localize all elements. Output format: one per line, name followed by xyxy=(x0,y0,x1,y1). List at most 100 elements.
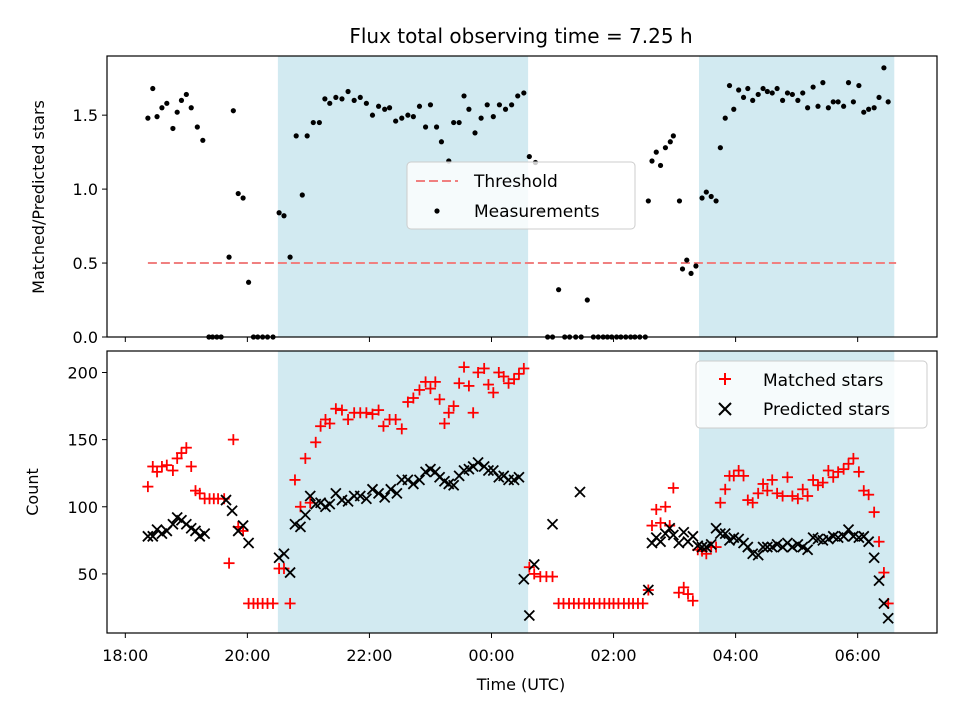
matched-star-point xyxy=(678,581,690,593)
matched-star-point xyxy=(194,487,206,499)
measurement-point xyxy=(653,149,659,155)
measurement-point xyxy=(784,90,791,96)
bottom-x-tick-label: 02:00 xyxy=(590,646,636,665)
measurement-point xyxy=(861,109,867,115)
measurement-point xyxy=(375,103,382,109)
matched-star-point xyxy=(792,493,804,505)
legend-predicted-swatch xyxy=(718,402,732,416)
predicted-star-point xyxy=(385,483,397,495)
bottom-shaded-region-0 xyxy=(277,351,529,633)
matched-star-point xyxy=(151,466,163,478)
matched-star-point xyxy=(482,379,494,391)
measurement-point xyxy=(188,105,194,111)
predicted-star-point xyxy=(673,537,685,549)
matched-star-point xyxy=(390,413,402,425)
matched-star-point xyxy=(175,447,187,459)
predicted-star-point xyxy=(366,483,379,495)
bottom-y-tick-label: 50 xyxy=(78,565,98,584)
bottom-x-ticks: 18:00 20:00 22:00 00:00 02:00 04:00 06:00 xyxy=(102,633,881,665)
predicted-star-point xyxy=(513,471,525,483)
matched-star-point xyxy=(781,471,793,483)
legend-threshold-label: Threshold xyxy=(473,172,558,192)
matched-star-point xyxy=(747,497,759,509)
measurement-point xyxy=(164,100,170,106)
predicted-star-point xyxy=(705,538,717,551)
matched-star-point xyxy=(673,587,685,599)
matched-star-point xyxy=(807,474,819,486)
measurement-point xyxy=(825,105,831,111)
predicted-star-point xyxy=(574,486,586,498)
measurement-point xyxy=(815,103,821,109)
matched-star-point xyxy=(360,407,372,419)
matched-star-point xyxy=(467,407,479,419)
measurement-point xyxy=(845,80,852,86)
bottom-y-tick-label: 200 xyxy=(67,363,98,382)
predicted-star-point xyxy=(304,490,316,502)
measurement-point xyxy=(230,108,236,114)
measurement-point xyxy=(410,114,416,120)
bottom-panel: 50 100 150 200 18:00 20:00 22:00 00:00 02:00 04:… xyxy=(23,350,938,694)
measurement-point xyxy=(736,87,742,93)
predicted-star-point xyxy=(294,521,307,533)
predicted-star-point xyxy=(299,509,311,521)
measurement-point xyxy=(310,119,316,126)
measurement-point xyxy=(478,115,484,121)
matched-stars-points xyxy=(142,361,894,609)
matched-star-point xyxy=(832,466,844,478)
predicted-star-point xyxy=(868,552,880,564)
matched-star-point xyxy=(443,407,455,419)
matched-star-point xyxy=(868,506,880,518)
predicted-star-point xyxy=(761,541,773,553)
top-legend: Threshold Measurements xyxy=(406,161,636,230)
matched-star-point xyxy=(817,477,829,489)
measurement-point xyxy=(515,93,521,99)
measurement-point xyxy=(178,97,185,103)
measurement-point xyxy=(830,99,836,105)
predicted-star-point xyxy=(719,527,731,540)
measurement-point xyxy=(281,213,287,219)
bottom-y-tick-label: 150 xyxy=(67,431,98,450)
predicted-star-point xyxy=(284,566,296,579)
matched-star-point xyxy=(822,465,834,477)
matched-star-point xyxy=(420,376,432,388)
measurement-point xyxy=(240,195,246,201)
measurement-point xyxy=(722,115,728,121)
measurement-point xyxy=(693,263,699,269)
matched-star-point xyxy=(324,418,336,430)
measurement-point xyxy=(293,133,299,139)
predicted-star-point xyxy=(278,548,290,560)
chart-title: Flux total observing time = 7.25 h xyxy=(349,24,692,48)
matched-star-point xyxy=(463,380,475,392)
matched-star-point xyxy=(646,520,658,532)
matched-star-point xyxy=(761,485,773,497)
matched-star-point xyxy=(802,490,814,502)
matched-star-point xyxy=(714,497,726,509)
top-y-tick-label: 1.0 xyxy=(73,180,98,199)
predicted-star-point xyxy=(714,527,726,540)
predicted-star-point xyxy=(391,487,403,499)
predicted-star-point xyxy=(678,526,690,538)
matched-star-point xyxy=(142,481,154,493)
measurement-point xyxy=(159,105,165,111)
measurement-point xyxy=(726,82,733,89)
bottom-legend-box xyxy=(695,360,928,429)
matched-star-point xyxy=(752,487,764,499)
measurement-point xyxy=(805,105,811,111)
measurement-point xyxy=(717,145,723,151)
matched-star-point xyxy=(478,362,490,374)
matched-star-point xyxy=(786,490,798,502)
predicted-star-point xyxy=(757,541,769,553)
predicted-star-point xyxy=(837,530,850,542)
matched-star-point xyxy=(777,490,789,502)
matched-star-point xyxy=(728,470,740,482)
measurement-point xyxy=(509,102,515,108)
matched-star-point xyxy=(487,387,499,399)
bottom-axes-frame xyxy=(106,350,938,634)
measurement-point xyxy=(866,106,872,112)
measurement-point xyxy=(688,270,694,277)
predicted-star-point xyxy=(687,530,699,542)
matched-star-point xyxy=(547,571,559,583)
measurement-point xyxy=(245,279,252,285)
matched-star-point xyxy=(771,487,783,499)
matched-star-point xyxy=(659,501,671,513)
